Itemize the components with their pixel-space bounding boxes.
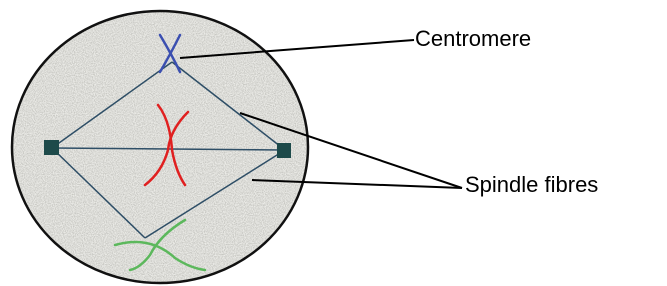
page: Centromere Spindle fibres (() => { const… <box>0 0 667 286</box>
cell-diagram: Centromere Spindle fibres <box>0 0 667 286</box>
pole <box>277 143 291 158</box>
label-spindle-fibres: Spindle fibres <box>465 172 598 197</box>
label-centromere: Centromere <box>415 26 531 51</box>
pole <box>44 140 59 155</box>
